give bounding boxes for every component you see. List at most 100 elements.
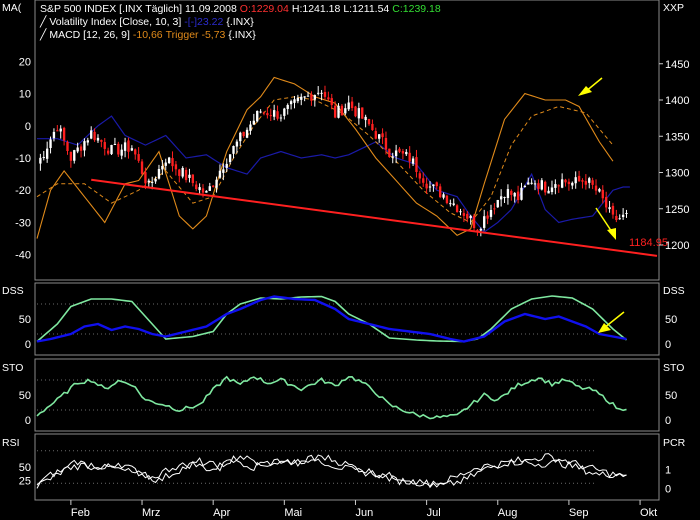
candle-body xyxy=(127,140,130,152)
candle-body xyxy=(455,205,459,213)
candle-body xyxy=(591,180,594,185)
candle-body xyxy=(605,197,608,208)
candle-body xyxy=(452,203,455,205)
arrow-dss xyxy=(603,311,625,329)
candle-body xyxy=(384,137,388,150)
candle-body xyxy=(401,151,405,154)
candle-body xyxy=(245,129,249,138)
candle-body xyxy=(144,172,147,184)
x-tick-label: Apr xyxy=(213,507,230,519)
sub-right-tick: 50 xyxy=(665,390,677,402)
candle-body xyxy=(198,187,201,191)
candle-body xyxy=(45,148,49,159)
sub-left-tick: 25 xyxy=(19,476,31,488)
rsi-pcr-series-0 xyxy=(36,453,627,489)
candle-body xyxy=(195,184,198,189)
header-date: 11.09.2008 xyxy=(185,3,237,15)
candle-body xyxy=(608,207,611,210)
candle-body xyxy=(347,102,350,110)
candle-body xyxy=(391,156,394,158)
grid-layer xyxy=(34,0,660,501)
candle-body xyxy=(364,116,367,121)
close-label: C: xyxy=(392,3,403,15)
macd-legend-icon: ╱ xyxy=(40,29,47,41)
candle-body xyxy=(62,127,66,141)
main-right-label: XXP xyxy=(663,2,685,14)
candle-body xyxy=(361,107,364,119)
candle-body xyxy=(228,154,232,163)
macd-legend-label: MACD [12, 26, 9] xyxy=(49,29,130,41)
sub-left-tick: 50 xyxy=(19,314,31,326)
candle-body xyxy=(523,185,527,187)
sto-right-label: STO xyxy=(663,362,685,374)
candle-body xyxy=(544,181,547,193)
right-tick-label: 1250 xyxy=(665,204,689,216)
candle-body xyxy=(435,182,438,187)
dss-left-label: DSS xyxy=(2,285,24,297)
candle-body xyxy=(340,105,344,116)
left-tick-label: -40 xyxy=(15,250,31,262)
candle-body xyxy=(211,185,215,187)
candle-body xyxy=(598,188,601,192)
panel-frame-main xyxy=(34,0,660,281)
candle-body xyxy=(537,183,540,189)
dss-panel xyxy=(36,295,628,343)
candle-body xyxy=(73,150,76,161)
candle-body xyxy=(574,177,577,184)
candle-body xyxy=(496,199,499,208)
candle-body xyxy=(337,105,340,118)
candle-body xyxy=(520,187,523,200)
candle-body xyxy=(476,229,479,232)
candle-body xyxy=(42,156,45,158)
sto-left-label: STO xyxy=(2,362,24,374)
candle-body xyxy=(157,168,161,179)
macd-legend: ╱ MACD [12, 26, 9] -10,66 Trigger -5,73 {.IN… xyxy=(40,29,259,42)
candle-body xyxy=(83,141,86,151)
candle-body xyxy=(303,96,306,98)
candle-body xyxy=(527,182,530,185)
candle-body xyxy=(137,154,140,161)
candle-body xyxy=(208,186,211,191)
macd-legend-trigger: Trigger -5,73 xyxy=(165,29,226,41)
candle-body xyxy=(415,157,418,172)
candle-body xyxy=(113,144,117,146)
x-tick-label: Sep xyxy=(569,507,589,519)
candle-body xyxy=(354,106,357,117)
dss-right-label: DSS xyxy=(663,285,685,297)
candle-body xyxy=(279,117,283,119)
left-tick-label: -20 xyxy=(15,185,31,197)
sto-series-0 xyxy=(36,375,627,420)
sto-panel xyxy=(36,375,627,420)
macd-legend-value: -10,66 xyxy=(132,29,163,41)
candle-body xyxy=(398,148,401,152)
candle-body xyxy=(56,130,59,132)
candle-body xyxy=(418,173,422,179)
candle-body xyxy=(252,120,256,125)
candle-body xyxy=(540,180,543,190)
x-tick-label: Feb xyxy=(71,507,90,519)
left-tick-label: 0 xyxy=(25,121,31,133)
candle-body xyxy=(320,92,323,94)
candle-body xyxy=(472,215,476,228)
candle-body xyxy=(313,95,316,100)
candle-body xyxy=(310,94,313,101)
candle-body xyxy=(469,215,472,219)
candle-body xyxy=(330,98,333,106)
x-tick-label: Okt xyxy=(640,507,657,519)
candle-body xyxy=(222,169,225,173)
candle-body xyxy=(394,150,398,157)
candle-body xyxy=(286,104,289,109)
sub-left-tick: 50 xyxy=(19,462,31,474)
candle-body xyxy=(249,124,252,131)
x-tick-label: Aug xyxy=(498,507,518,519)
candle-body xyxy=(201,188,205,193)
candle-body xyxy=(594,185,598,191)
candle-body xyxy=(560,179,564,188)
candle-body xyxy=(405,151,408,155)
panel-frame-sto xyxy=(34,358,660,432)
candle-body xyxy=(483,216,486,228)
macd-line xyxy=(36,76,614,239)
sub-right-tick: 0 xyxy=(665,484,671,496)
candle-body xyxy=(438,186,442,198)
candle-body xyxy=(588,178,591,183)
